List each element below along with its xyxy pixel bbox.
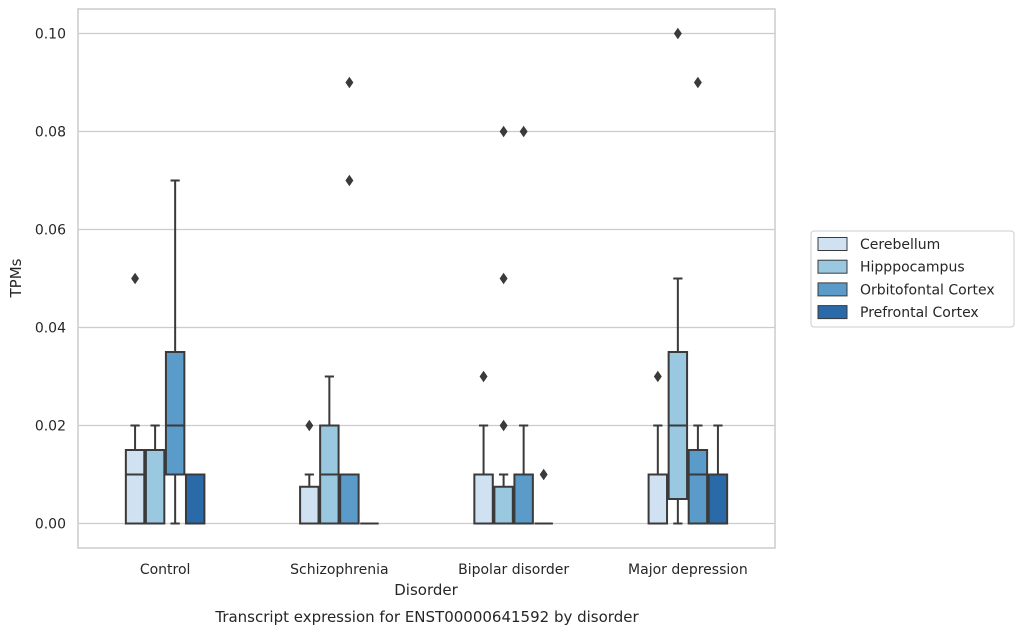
box-body bbox=[687, 449, 709, 525]
series-prefrontal-cortex bbox=[184, 424, 729, 525]
box bbox=[144, 424, 166, 525]
legend-swatch bbox=[817, 282, 848, 297]
box bbox=[667, 27, 689, 525]
box bbox=[299, 419, 320, 525]
box bbox=[534, 468, 553, 525]
x-tick-label: Schizophrenia bbox=[290, 562, 388, 578]
x-tick-label: Control bbox=[140, 562, 191, 578]
legend-frame bbox=[810, 230, 1015, 328]
box-body bbox=[124, 449, 146, 525]
y-tick-labels: 0.00 0.02 0.04 0.06 0.08 0.10 bbox=[35, 27, 66, 533]
legend-label: Hipppocampus bbox=[860, 260, 965, 276]
y-axis-label: TPMs bbox=[7, 258, 25, 298]
legend: Cerebellum Hipppocampus Orbitofontal Corte… bbox=[810, 230, 1015, 328]
outlier-point bbox=[519, 125, 528, 138]
box-body bbox=[164, 351, 186, 476]
box bbox=[124, 272, 146, 525]
outlier-point bbox=[499, 125, 508, 138]
box-body bbox=[473, 473, 494, 525]
legend-swatch bbox=[817, 237, 848, 251]
legend-swatch bbox=[817, 259, 848, 274]
box bbox=[707, 424, 729, 525]
box-groups bbox=[124, 27, 729, 525]
y-tick-label: 0.06 bbox=[35, 223, 66, 239]
outlier-point bbox=[673, 27, 682, 40]
y-tick-label: 0.04 bbox=[35, 321, 66, 337]
box-body bbox=[299, 485, 320, 525]
box bbox=[647, 370, 669, 525]
outlier-point bbox=[345, 76, 354, 89]
box bbox=[339, 76, 360, 525]
series-cerebellum bbox=[124, 272, 669, 525]
legend-label: Prefrontal Cortex bbox=[860, 305, 979, 321]
box-body bbox=[339, 473, 360, 525]
series-orbitofontal-cortex bbox=[164, 76, 709, 525]
box bbox=[493, 125, 514, 525]
x-tick-label: Major depression bbox=[628, 562, 748, 578]
box bbox=[513, 125, 534, 525]
box-body bbox=[184, 473, 206, 525]
legend-swatch bbox=[817, 305, 848, 320]
outlier-point bbox=[693, 76, 702, 89]
box-body bbox=[493, 485, 514, 525]
plot-area-frame bbox=[77, 8, 776, 549]
y-tick-label: 0.08 bbox=[35, 125, 66, 141]
outlier-point bbox=[539, 468, 548, 481]
y-tick-label: 0.00 bbox=[35, 517, 66, 533]
x-axis-label: Disorder bbox=[394, 581, 458, 599]
box-body bbox=[647, 473, 669, 525]
outlier-point bbox=[131, 272, 140, 285]
box-body bbox=[707, 473, 729, 525]
outlier-point bbox=[479, 370, 488, 383]
legend-label: Cerebellum bbox=[860, 237, 940, 253]
x-tick-labels: Control Schizophrenia Bipolar disorder Majo… bbox=[140, 562, 748, 578]
chart-title: Transcript expression for ENST0000064159… bbox=[214, 608, 639, 626]
box bbox=[319, 375, 340, 525]
legend-label: Orbitofontal Cortex bbox=[860, 282, 995, 298]
y-tick-label: 0.10 bbox=[35, 27, 66, 43]
x-tick-label: Bipolar disorder bbox=[458, 562, 569, 578]
series-hipppocampus bbox=[144, 27, 689, 525]
box bbox=[164, 179, 186, 525]
box bbox=[473, 370, 494, 525]
outlier-point bbox=[653, 370, 662, 383]
box bbox=[687, 76, 709, 525]
legend-items: Cerebellum Hipppocampus Orbitofontal Corte… bbox=[817, 237, 995, 321]
outlier-point bbox=[305, 419, 314, 432]
box-body bbox=[513, 473, 534, 525]
box bbox=[184, 473, 206, 525]
box-body bbox=[144, 449, 166, 525]
outlier-point bbox=[499, 419, 508, 432]
y-tick-label: 0.02 bbox=[35, 419, 66, 435]
outlier-point bbox=[499, 272, 508, 285]
outlier-point bbox=[345, 174, 354, 187]
